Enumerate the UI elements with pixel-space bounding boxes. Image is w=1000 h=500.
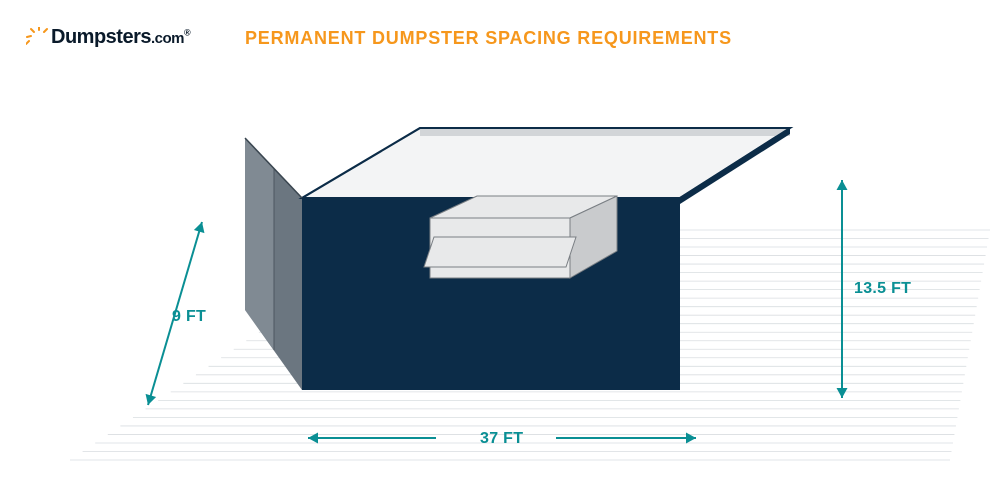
spacing-diagram	[0, 0, 1000, 500]
width-label: 37 FT	[480, 430, 523, 448]
height-label: 13.5 FT	[854, 280, 911, 298]
depth-label: 9 FT	[172, 308, 206, 326]
dumpster-icon	[424, 196, 617, 278]
